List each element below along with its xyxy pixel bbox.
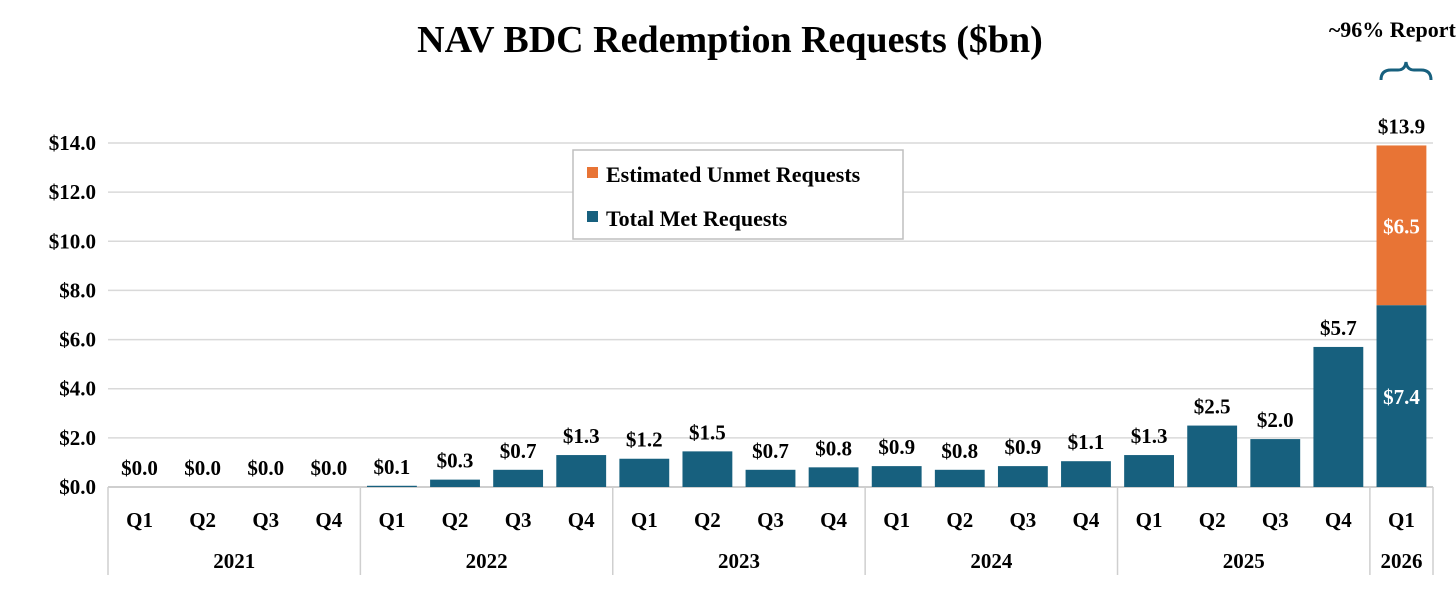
quarter-label: Q4 — [1325, 508, 1352, 532]
bar-met — [430, 479, 480, 487]
bar-met — [1061, 461, 1111, 487]
segment-label-unmet: $6.5 — [1383, 214, 1420, 238]
total-label: $0.0 — [121, 456, 158, 480]
total-label: $0.9 — [1005, 435, 1042, 459]
bar-met — [808, 467, 859, 487]
quarter-label: Q1 — [126, 508, 153, 532]
segment-label-met: $7.4 — [1383, 385, 1420, 409]
data-labels: $0.0 $0.0 $0.0 $0.0 $0.1 $0.3 $0.7 $1.3 $1.2 $1.5… — [121, 114, 1425, 480]
bar-unmet — [1376, 145, 1427, 306]
y-tick-label: $2.0 — [59, 426, 96, 450]
x-axis: Q1 Q2 Q3 Q4 Q1 Q2 Q3 Q4 Q1 Q2 Q3 Q4 Q1 Q2 Q3 Q4 Q1 Q2 Q3 Q4… — [107, 487, 1434, 575]
total-label: $0.0 — [184, 456, 221, 480]
bar-met — [1124, 455, 1174, 487]
quarter-label: Q2 — [1199, 508, 1226, 532]
total-label: $0.7 — [500, 439, 537, 463]
legend-label-unmet: Estimated Unmet Requests — [606, 162, 861, 187]
y-tick-label: $6.0 — [59, 328, 96, 352]
total-label: $0.0 — [310, 456, 347, 480]
bar-met — [871, 466, 922, 487]
quarter-label: Q1 — [1136, 508, 1163, 532]
total-label: $0.8 — [941, 439, 978, 463]
bar-met — [1376, 305, 1427, 487]
reporting-annotation: ~96% Reporting — [1329, 17, 1456, 42]
total-label: $0.9 — [878, 435, 915, 459]
bar-met — [745, 469, 796, 487]
year-label: 2022 — [466, 549, 508, 573]
total-label: $1.1 — [1068, 430, 1105, 454]
quarter-label: Q3 — [1009, 508, 1036, 532]
legend-label-met: Total Met Requests — [606, 206, 788, 231]
bar-met — [1313, 346, 1364, 487]
total-label: $2.0 — [1257, 408, 1294, 432]
legend-box — [572, 149, 904, 240]
bar-met — [1250, 439, 1301, 487]
total-label: $0.3 — [437, 449, 474, 473]
year-label: 2021 — [213, 549, 255, 573]
bar-met — [367, 485, 417, 487]
bar-met — [997, 466, 1048, 487]
bar-met — [619, 458, 670, 487]
quarter-label: Q1 — [379, 508, 406, 532]
bar-met — [934, 469, 985, 487]
quarter-label: Q4 — [820, 508, 847, 532]
quarter-label: Q3 — [505, 508, 532, 532]
year-label: 2024 — [970, 549, 1013, 573]
quarter-label: Q3 — [1262, 508, 1289, 532]
total-label: $13.9 — [1378, 114, 1425, 138]
y-tick-label: $4.0 — [59, 377, 96, 401]
quarter-label: Q3 — [757, 508, 784, 532]
reporting-bracket-icon — [1379, 61, 1433, 81]
total-label: $0.7 — [752, 439, 789, 463]
total-label: $0.0 — [247, 456, 284, 480]
legend-swatch-unmet — [587, 167, 598, 178]
total-label: $0.1 — [374, 455, 411, 479]
y-tick-label: $14.0 — [49, 131, 96, 155]
total-label: $1.3 — [1131, 424, 1168, 448]
bar-met — [493, 469, 544, 487]
y-axis: $0.0 $2.0 $4.0 $6.0 $8.0 $10.0 $12.0 $14.0 — [49, 131, 96, 499]
year-label: 2026 — [1380, 549, 1422, 573]
quarter-label: Q2 — [946, 508, 973, 532]
total-label: $1.2 — [626, 428, 663, 452]
y-tick-label: $0.0 — [59, 475, 96, 499]
quarter-label: Q2 — [442, 508, 469, 532]
quarter-label: Q2 — [189, 508, 216, 532]
legend-swatch-met — [587, 211, 598, 222]
bar-met — [556, 455, 607, 487]
quarter-label: Q1 — [1388, 508, 1415, 532]
total-label: $2.5 — [1194, 395, 1231, 419]
chart-title: NAV BDC Redemption Requests ($bn) — [417, 19, 1043, 61]
y-tick-label: $8.0 — [59, 278, 96, 302]
y-tick-label: $10.0 — [49, 229, 96, 253]
bar-met — [682, 451, 733, 487]
quarter-label: Q1 — [883, 508, 910, 532]
total-label: $0.8 — [815, 436, 852, 460]
total-label: $1.5 — [689, 420, 726, 444]
quarter-label: Q1 — [631, 508, 658, 532]
quarter-label: Q2 — [694, 508, 721, 532]
year-label: 2023 — [718, 549, 760, 573]
y-tick-label: $12.0 — [49, 180, 96, 204]
bar-met — [1187, 425, 1238, 487]
quarter-label: Q4 — [568, 508, 595, 532]
bars — [367, 145, 1427, 487]
quarter-label: Q3 — [252, 508, 279, 532]
quarter-label: Q4 — [1073, 508, 1100, 532]
total-label: $5.7 — [1320, 316, 1357, 340]
total-label: $1.3 — [563, 424, 600, 448]
quarter-label: Q4 — [315, 508, 342, 532]
year-label: 2025 — [1223, 549, 1265, 573]
legend: Estimated Unmet Requests Total Met Reque… — [572, 149, 904, 240]
